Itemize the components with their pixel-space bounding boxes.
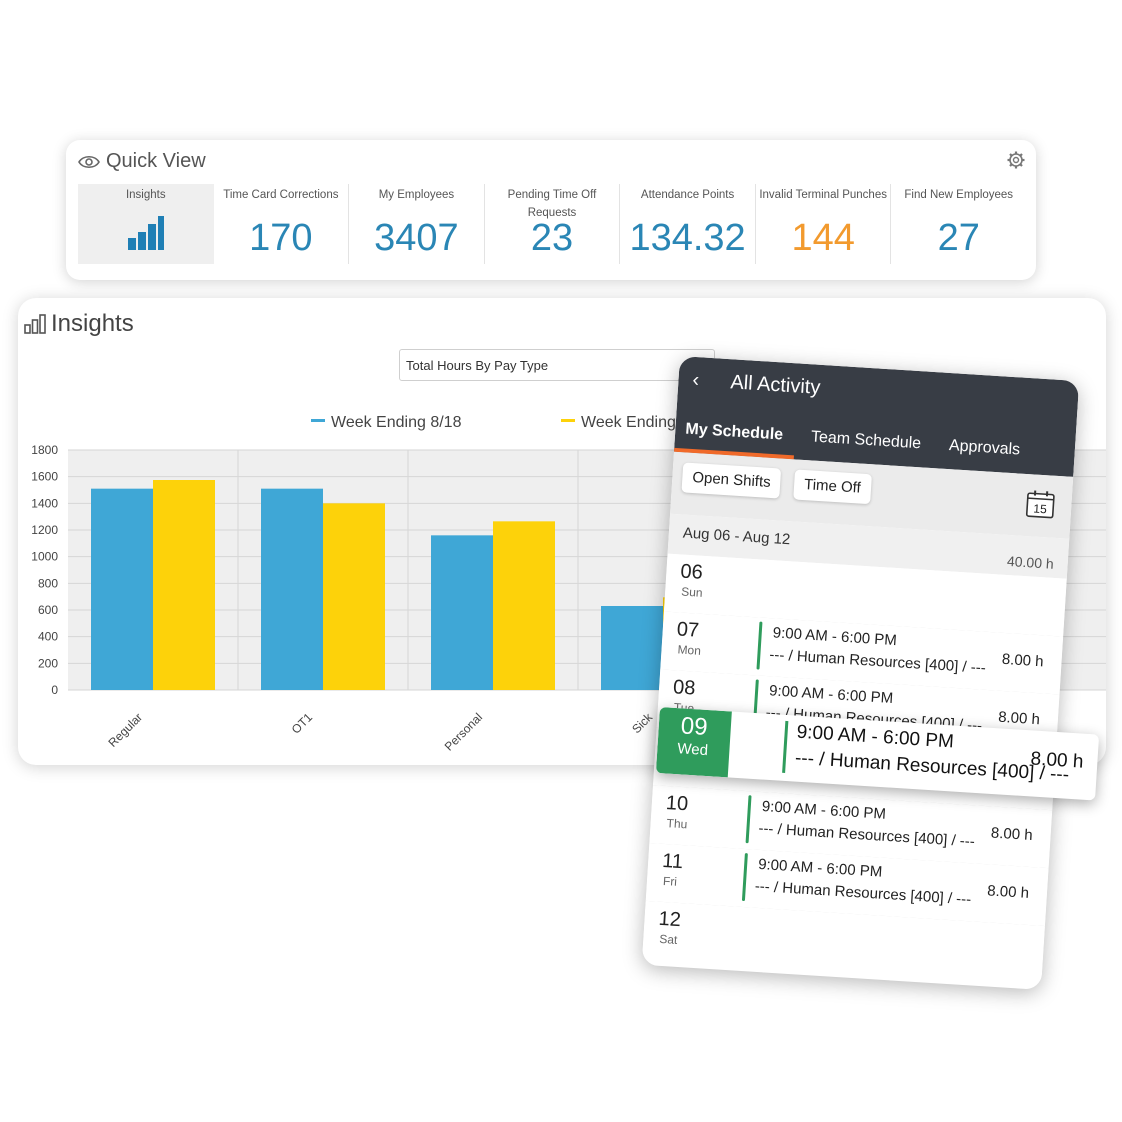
day-name: Mon xyxy=(677,642,702,658)
shift-indicator xyxy=(745,795,752,844)
bar-personal-series-1 xyxy=(431,535,493,690)
shift-hours: 8.00 h xyxy=(997,708,1041,729)
bar-chart-icon xyxy=(128,216,164,250)
insights-header: Insights xyxy=(24,310,134,338)
tile-label: Pending Time Off Requests xyxy=(507,189,597,219)
tile-my-employees[interactable]: My Employees 3407 xyxy=(349,184,485,264)
tile-insights[interactable]: Insights xyxy=(78,184,214,264)
filter-bar: Open Shifts Time Off 15 xyxy=(670,451,1074,539)
mobile-activity-panel: ‹ All Activity My Schedule Team Schedule… xyxy=(641,356,1080,990)
tile-label: Find New Employees xyxy=(904,189,1014,201)
y-tick-label: 400 xyxy=(38,630,58,644)
insights-title: Insights xyxy=(51,310,134,337)
x-tick-label: Personal xyxy=(442,710,485,753)
y-tick-label: 0 xyxy=(51,683,58,697)
day-number: 12 xyxy=(657,907,682,932)
shift-department: --- / Human Resources [400] / --- xyxy=(757,819,976,851)
day-number: 06 xyxy=(679,560,704,584)
shift-hours: 8.00 h xyxy=(986,882,1030,902)
day-name: Fri xyxy=(662,873,678,889)
tile-find-new-employees[interactable]: Find New Employees 27 xyxy=(891,184,1026,264)
y-tick-label: 1600 xyxy=(31,470,58,484)
tile-pending-time-off-requests[interactable]: Pending Time Off Requests 23 xyxy=(485,184,621,264)
day-name: Thu xyxy=(666,816,688,832)
tile-label: Attendance Points xyxy=(640,189,735,201)
x-tick-label: OT1 xyxy=(289,710,316,737)
tile-value: 144 xyxy=(791,217,855,259)
bar-ot1-series-2 xyxy=(323,503,385,690)
day-number: 10 xyxy=(665,792,689,816)
tile-value: 134.32 xyxy=(629,217,746,259)
shift-time: 9:00 AM - 6:00 PM xyxy=(761,798,887,823)
week-total-hours: 40.00 h xyxy=(1006,552,1055,572)
shift-indicator xyxy=(756,621,763,670)
y-tick-label: 800 xyxy=(38,576,58,590)
open-shifts-chip[interactable]: Open Shifts xyxy=(681,462,782,499)
bar-personal-series-2 xyxy=(493,521,555,690)
quick-view-card: Quick View Insights Time Card Correction… xyxy=(66,140,1036,280)
bar-regular-series-1 xyxy=(91,488,153,690)
shift-department: --- / Human Resources [400] / --- xyxy=(754,877,972,909)
day-name: Sun xyxy=(680,584,703,600)
bar-regular-series-2 xyxy=(153,480,215,690)
tile-invalid-terminal-punches[interactable]: Invalid Terminal Punches 144 xyxy=(756,184,892,264)
time-off-chip[interactable]: Time Off xyxy=(793,469,872,505)
y-tick-label: 1200 xyxy=(31,523,58,537)
quick-view-header: Quick View xyxy=(78,150,206,173)
week-range: Aug 06 - Aug 12 xyxy=(682,524,791,549)
shift-department: --- / Human Resources [400] / --- xyxy=(794,747,1070,786)
shift-time: 9:00 AM - 6:00 PM xyxy=(772,624,898,650)
day-number: 08 xyxy=(672,676,697,700)
tile-value: 27 xyxy=(937,217,980,259)
shift-hours: 8.00 h xyxy=(1029,748,1085,773)
quick-view-title: Quick View xyxy=(106,150,206,172)
calendar-icon[interactable]: 15 xyxy=(1025,488,1057,520)
day-name: Wed xyxy=(676,740,709,760)
tile-label: My Employees xyxy=(378,189,455,201)
tile-label: Invalid Terminal Punches xyxy=(759,189,887,201)
bar-chart-outline-icon xyxy=(24,314,46,334)
x-tick-label: Sick xyxy=(629,710,656,737)
legend-swatch xyxy=(561,419,575,422)
y-tick-label: 1400 xyxy=(31,496,58,510)
day-number: 09 xyxy=(680,712,709,741)
y-tick-label: 600 xyxy=(38,603,58,617)
y-tick-label: 200 xyxy=(38,656,58,670)
shift-time: 9:00 AM - 6:00 PM xyxy=(768,682,894,708)
legend-label: Week Ending 8/18 xyxy=(331,414,462,431)
tile-label: Time Card Corrections xyxy=(223,189,339,201)
tile-value: 3407 xyxy=(374,217,459,259)
calendar-day-number: 15 xyxy=(1033,502,1048,517)
quick-view-tiles: Insights Time Card Corrections 170 My Em… xyxy=(78,184,1026,264)
back-arrow-icon[interactable]: ‹ xyxy=(691,368,700,392)
day-name: Sat xyxy=(658,931,678,947)
day-number: 07 xyxy=(676,618,700,642)
tile-label: Insights xyxy=(125,189,166,201)
x-tick-label: Regular xyxy=(106,710,146,750)
legend-swatch xyxy=(311,419,325,422)
shift-indicator xyxy=(741,853,748,902)
shift-time: 9:00 AM - 6:00 PM xyxy=(757,855,883,881)
bar-ot1-series-1 xyxy=(261,488,323,690)
shift-indicator xyxy=(782,720,789,773)
day-badge: 09 Wed xyxy=(655,707,732,778)
dropdown-value: Total Hours By Pay Type xyxy=(406,357,549,373)
tile-attendance-points[interactable]: Attendance Points 134.32 xyxy=(620,184,756,264)
shift-hours: 8.00 h xyxy=(1001,650,1045,671)
pay-type-dropdown[interactable]: Total Hours By Pay Type xyxy=(399,349,715,381)
shift-hours: 8.00 h xyxy=(990,824,1034,845)
mobile-activity-wrap: ‹ All Activity My Schedule Team Schedule… xyxy=(641,356,1080,990)
day-number: 11 xyxy=(661,849,684,874)
mobile-title: All Activity xyxy=(729,371,821,399)
tile-time-card-corrections[interactable]: Time Card Corrections 170 xyxy=(214,184,350,264)
eye-icon xyxy=(78,155,100,168)
tile-value: 170 xyxy=(249,217,313,259)
gear-icon[interactable] xyxy=(1006,150,1026,170)
tab-approvals[interactable]: Approvals xyxy=(948,437,1021,459)
y-tick-label: 1800 xyxy=(31,443,58,457)
bar-sick-series-1 xyxy=(601,606,663,690)
shift-department: --- / Human Resources [400] / --- xyxy=(768,646,987,677)
y-tick-label: 1000 xyxy=(31,550,58,564)
tile-value: 23 xyxy=(530,217,574,259)
